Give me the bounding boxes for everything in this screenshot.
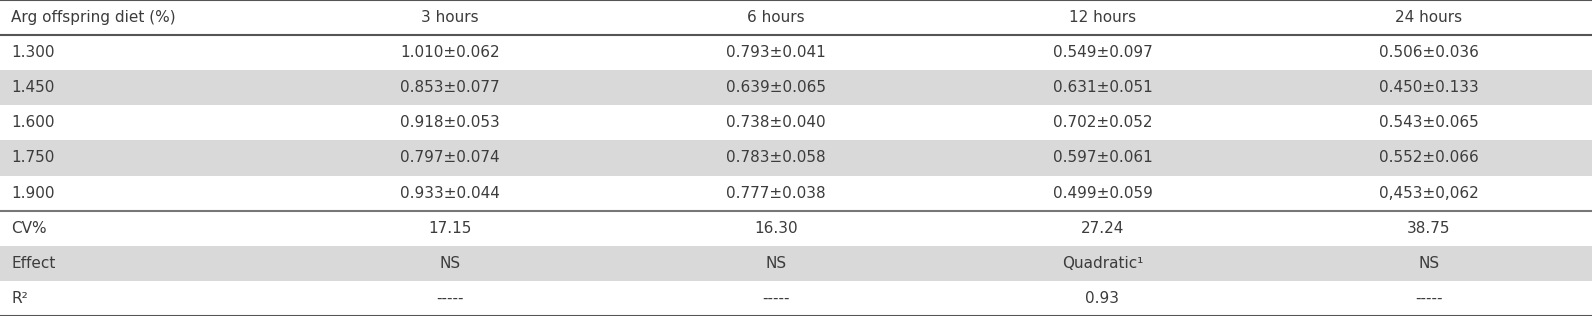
Text: Effect: Effect: [11, 256, 56, 271]
Text: 0.93: 0.93: [1086, 291, 1119, 306]
Text: -----: -----: [436, 291, 463, 306]
Text: NS: NS: [1418, 256, 1439, 271]
Text: Arg offspring diet (%): Arg offspring diet (%): [11, 10, 175, 25]
Bar: [0, 105, 1592, 140]
Text: 0.793±0.041: 0.793±0.041: [726, 45, 826, 60]
Text: 24 hours: 24 hours: [1395, 10, 1463, 25]
Text: NS: NS: [766, 256, 786, 271]
Text: R²: R²: [11, 291, 29, 306]
Text: 0.783±0.058: 0.783±0.058: [726, 150, 826, 166]
Text: 0.702±0.052: 0.702±0.052: [1052, 115, 1153, 131]
Text: CV%: CV%: [11, 221, 46, 236]
Bar: [0, 70, 1592, 105]
Text: Quadratic¹: Quadratic¹: [1062, 256, 1143, 271]
Text: 1.450: 1.450: [11, 80, 54, 95]
Text: 16.30: 16.30: [755, 221, 798, 236]
Text: 1.900: 1.900: [11, 185, 54, 201]
Text: 0.797±0.074: 0.797±0.074: [400, 150, 500, 166]
Text: 1.010±0.062: 1.010±0.062: [400, 45, 500, 60]
Text: 1.600: 1.600: [11, 115, 54, 131]
Text: 0.639±0.065: 0.639±0.065: [726, 80, 826, 95]
Text: 1.300: 1.300: [11, 45, 54, 60]
Text: 0.499±0.059: 0.499±0.059: [1052, 185, 1153, 201]
Text: 27.24: 27.24: [1081, 221, 1124, 236]
Text: 3 hours: 3 hours: [420, 10, 479, 25]
Text: 6 hours: 6 hours: [747, 10, 806, 25]
Text: 0.552±0.066: 0.552±0.066: [1379, 150, 1479, 166]
Bar: [0, 35, 1592, 70]
Text: 0.597±0.061: 0.597±0.061: [1052, 150, 1153, 166]
Text: 0.543±0.065: 0.543±0.065: [1379, 115, 1479, 131]
Text: 0.450±0.133: 0.450±0.133: [1379, 80, 1479, 95]
Text: 0.777±0.038: 0.777±0.038: [726, 185, 826, 201]
Text: 17.15: 17.15: [428, 221, 471, 236]
Text: 0.918±0.053: 0.918±0.053: [400, 115, 500, 131]
Bar: [0, 176, 1592, 211]
Text: 0.933±0.044: 0.933±0.044: [400, 185, 500, 201]
Text: 0.738±0.040: 0.738±0.040: [726, 115, 826, 131]
Bar: [0, 140, 1592, 176]
Text: 1.750: 1.750: [11, 150, 54, 166]
Text: 12 hours: 12 hours: [1068, 10, 1137, 25]
Text: 0,453±0,062: 0,453±0,062: [1379, 185, 1479, 201]
Text: 0.549±0.097: 0.549±0.097: [1052, 45, 1153, 60]
Text: 38.75: 38.75: [1407, 221, 1450, 236]
Bar: [0, 0, 1592, 35]
Text: NS: NS: [439, 256, 460, 271]
Text: -----: -----: [1415, 291, 1442, 306]
Text: 0.631±0.051: 0.631±0.051: [1052, 80, 1153, 95]
Bar: [0, 246, 1592, 281]
Text: -----: -----: [763, 291, 790, 306]
Text: 0.506±0.036: 0.506±0.036: [1379, 45, 1479, 60]
Text: 0.853±0.077: 0.853±0.077: [400, 80, 500, 95]
Bar: [0, 281, 1592, 316]
Bar: [0, 211, 1592, 246]
